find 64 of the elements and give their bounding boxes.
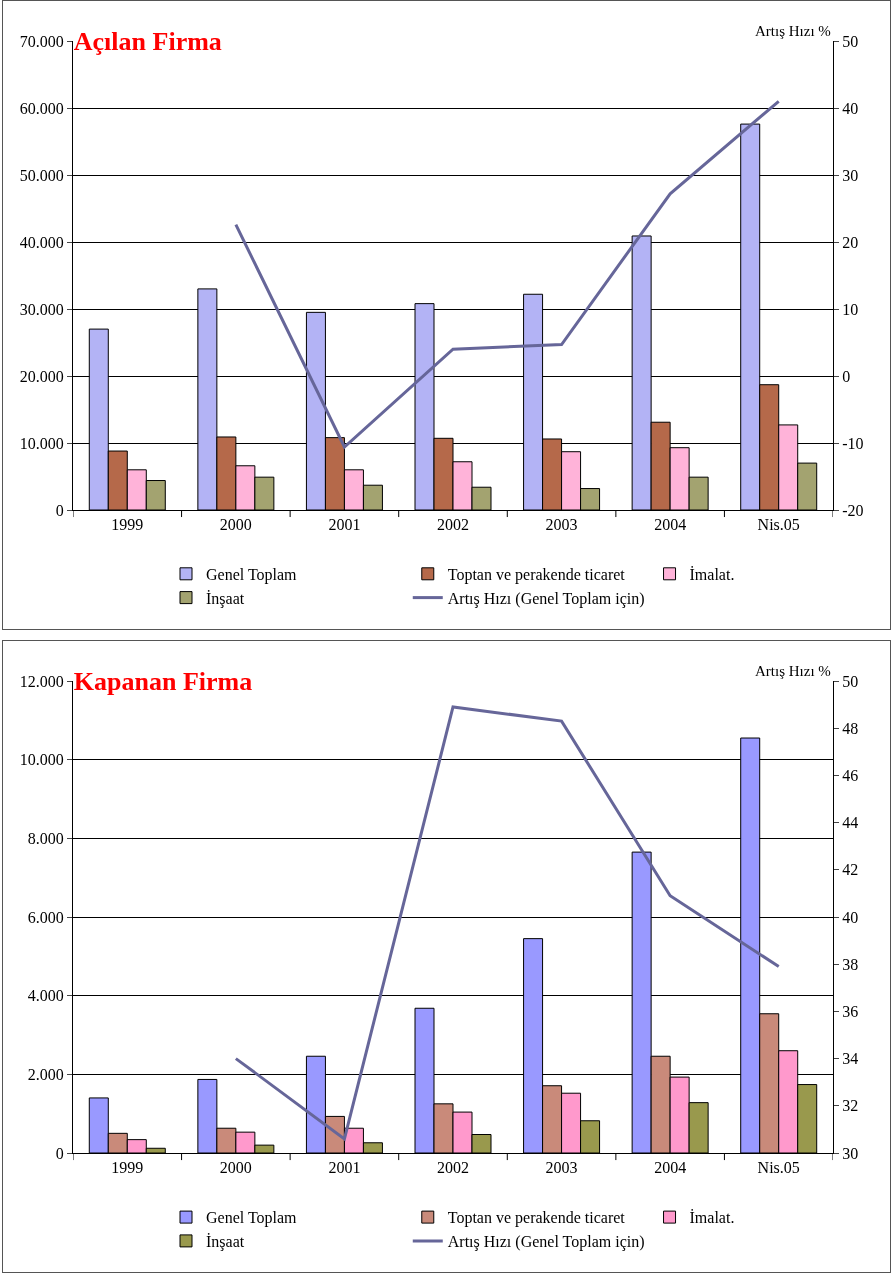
y2-axis-title: Artış Hızı %	[755, 663, 831, 679]
legend-label: İnşaat	[206, 589, 245, 608]
line-series	[234, 705, 781, 1141]
y2-tick-label: 32	[842, 1097, 859, 1115]
legend-label: Toptan ve perakende ticaret	[447, 1209, 626, 1228]
y-tick-label: 6.000	[27, 908, 64, 926]
y-tick-label: 8.000	[27, 829, 64, 847]
y2-tick-label: 46	[842, 767, 859, 784]
y2-tick-label: 42	[842, 861, 859, 879]
y2-tick-label: -20	[842, 501, 864, 519]
legend-label: Artış Hızı (Genel Toplam için)	[447, 1233, 645, 1252]
x-tick-label: Nis.05	[757, 1159, 800, 1177]
y-tick-label: 60.000	[19, 99, 64, 117]
y2-tick-label: 50	[842, 672, 859, 690]
x-tick-label: 2002	[437, 1159, 469, 1177]
chart-title: Açılan Firma	[73, 27, 222, 57]
y-tick-label: 10.000	[19, 751, 64, 769]
x-tick-label: 1999	[111, 1159, 144, 1177]
legend-label: İnşaat	[206, 1233, 245, 1252]
chart-title: Kapanan Firma	[73, 667, 253, 697]
x-tick-label: Nis.05	[757, 516, 800, 534]
y2-tick-label: 10	[842, 300, 859, 318]
x-tick-label: 2001	[328, 516, 361, 534]
y2-tick-label: 50	[842, 32, 859, 50]
y-tick-label: 70.000	[19, 32, 64, 50]
y-tick-label: 10.000	[19, 434, 64, 452]
y2-tick-label: 34	[842, 1050, 859, 1068]
y-tick-label: 2.000	[27, 1065, 64, 1083]
x-tick-label: 2001	[328, 1159, 361, 1177]
y2-tick-label: 40	[842, 908, 859, 926]
x-tick-label: 2004	[654, 516, 687, 534]
y2-tick-label: 20	[842, 233, 859, 251]
y2-tick-label: 40	[842, 99, 859, 117]
x-tick-label: 1999	[111, 516, 144, 534]
y-tick-label: 20.000	[19, 367, 64, 385]
y-tick-label: 12.000	[19, 672, 64, 690]
x-tick-label: 2003	[545, 1159, 578, 1177]
line-series	[234, 99, 781, 449]
y2-tick-label: 48	[842, 719, 859, 737]
y2-tick-label: 44	[842, 814, 859, 832]
y-tick-label: 0	[55, 1144, 64, 1162]
y2-tick-label: 0	[842, 367, 851, 385]
y-tick-label: 40.000	[19, 233, 64, 251]
y2-tick-label: 38	[842, 955, 859, 973]
y-tick-label: 4.000	[27, 987, 64, 1005]
x-tick-label: 2004	[654, 1159, 687, 1177]
x-tick-label: 2000	[219, 1159, 252, 1177]
legend-label: Genel Toplam	[206, 566, 298, 585]
legend-label: İmalat.	[689, 1209, 735, 1227]
x-tick-label: 2003	[545, 516, 578, 534]
y2-tick-label: 30	[842, 166, 859, 184]
y-tick-label: 50.000	[19, 166, 64, 184]
y2-axis-title: Artış Hızı %	[755, 23, 831, 39]
y2-tick-label: -10	[842, 434, 864, 452]
y2-tick-label: 30	[842, 1144, 859, 1162]
x-tick-label: 2000	[219, 516, 252, 534]
legend-label: Toptan ve perakende ticaret	[447, 566, 626, 585]
x-tick-label: 2002	[437, 516, 469, 534]
y-tick-label: 30.000	[19, 300, 64, 318]
y2-tick-label: 36	[842, 1003, 859, 1020]
legend-label: Genel Toplam	[206, 1209, 298, 1228]
legend-label: Artış Hızı (Genel Toplam için)	[447, 589, 645, 608]
legend-label: İmalat.	[689, 566, 735, 584]
y-tick-label: 0	[55, 501, 64, 519]
